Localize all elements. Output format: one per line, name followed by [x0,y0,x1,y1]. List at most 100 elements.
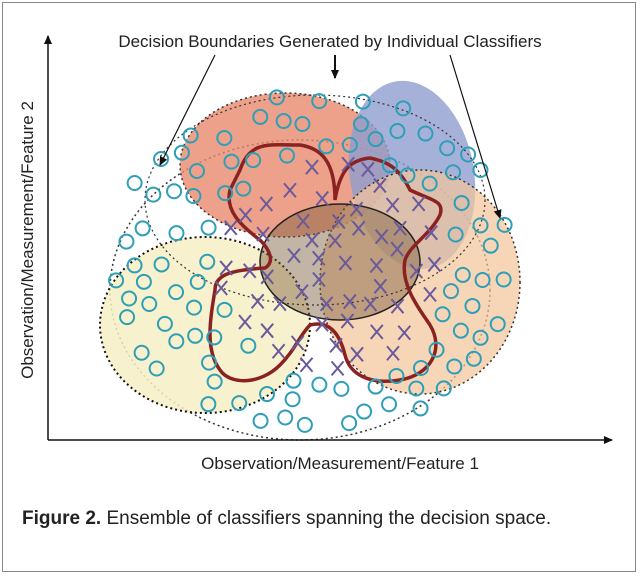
x-sample [219,260,233,276]
o-sample [341,136,358,153]
o-sample [472,161,489,178]
x-sample [259,196,274,212]
classifier-regions [99,80,521,441]
o-sample [367,131,384,148]
x-axis-label: Observation/Measurement/Feature 1 [201,454,479,473]
o-sample [428,341,445,358]
o-sample [182,127,199,144]
x-sample [338,255,353,271]
x-sample [397,325,412,341]
x-sample [409,263,424,279]
o-sample [435,380,452,397]
o-sample [217,185,234,202]
o-sample [367,378,384,395]
o-sample [285,372,302,389]
o-sample [381,157,398,174]
o-sample [231,395,248,412]
y-axis-label: Observation/Measurement/Feature 2 [18,101,37,379]
x-sample [319,296,334,312]
o-sample [356,403,373,420]
o-sample [166,183,183,200]
x-sample [295,283,309,300]
o-sample [453,194,470,211]
o-sample [185,187,202,204]
o-sample [126,257,143,274]
o-sample [296,416,313,433]
o-sample [252,108,269,125]
o-sample [439,140,456,157]
o-sample [173,144,190,161]
x-sample [271,343,286,359]
x-sample [273,295,287,312]
o-sample [482,237,499,254]
o-sample [399,167,416,184]
o-sample [156,315,173,332]
x-sample [260,323,274,339]
o-sample [148,360,165,377]
diagram: Decision Boundaries Generated by Individ… [18,32,613,473]
o-sample [108,272,125,289]
x-sample [290,335,305,351]
o-sample [311,376,328,393]
o-sample [495,271,512,288]
o-sample [442,283,459,300]
o-sample [200,219,217,236]
x-sample [250,293,265,309]
x-sample [214,280,228,296]
o-sample [275,113,292,130]
o-sample [445,164,462,181]
x-sample [427,256,442,273]
o-sample [134,220,151,237]
x-sample [315,316,329,332]
o-sample [447,226,464,243]
x-sample [224,220,238,236]
o-sample [417,125,434,142]
x-sample [385,197,400,213]
x-sample [411,196,426,212]
o-sample [118,233,135,250]
arrow [449,54,502,219]
o-sample [412,360,429,377]
o-sample [188,162,205,179]
o-sample [352,116,369,133]
o-sample [496,216,513,233]
o-sample [489,316,506,333]
o-sample [388,367,405,384]
o-sample [464,297,481,314]
x-sample [328,232,342,249]
arrow [159,54,216,166]
o-sample [333,380,350,397]
x-sample [329,337,343,354]
x-sample [390,241,405,257]
o-sample [421,175,438,192]
o-sample [259,386,276,403]
o-sample [200,396,217,413]
o-sample [294,116,311,133]
o-sample [121,290,138,307]
o-sample [126,174,143,191]
o-sample [201,354,218,371]
x-sample [386,345,400,361]
x-sample [349,201,364,217]
o-sample [133,344,150,361]
annotation: Decision Boundaries Generated by Individ… [118,32,541,51]
x-sample [373,278,388,294]
x-sample [341,156,355,172]
o-sample [395,100,412,117]
o-sample [354,93,371,110]
o-sample [216,129,233,146]
x-sample [283,182,297,198]
o-sample [412,400,429,417]
o-sample [216,301,233,318]
o-sample [168,225,185,242]
o-sample [474,271,491,288]
x-sample [370,324,384,340]
x-sample [330,360,345,377]
o-sample [472,217,489,234]
x-sample [423,286,437,303]
x-sample [238,207,253,223]
o-sample [119,309,136,326]
x-sample [393,220,407,236]
o-sample [389,122,406,139]
